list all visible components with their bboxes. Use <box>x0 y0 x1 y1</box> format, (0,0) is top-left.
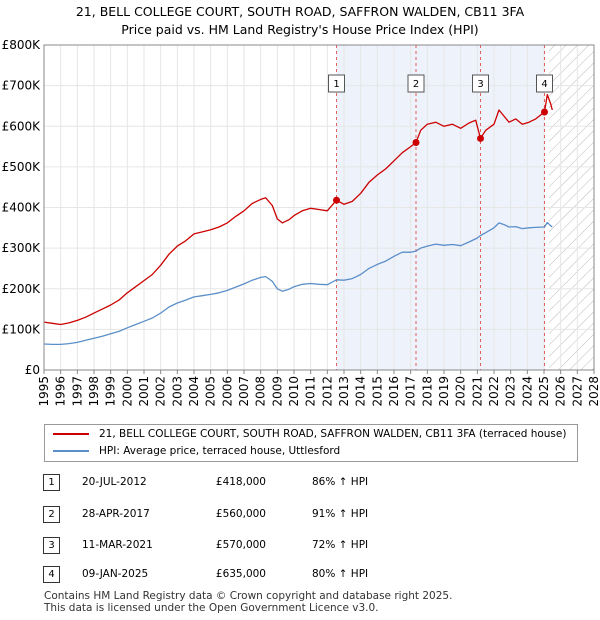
x-tick-label: 1995 <box>37 376 51 407</box>
sale-marker <box>333 196 340 204</box>
chart-subtitle: Price paid vs. HM Land Registry's House … <box>121 22 479 37</box>
sale-label-box <box>472 74 489 93</box>
footer-licence: This data is licensed under the Open Gov… <box>44 602 379 614</box>
x-tick-label: 2012 <box>320 376 334 407</box>
x-tick-label: 2026 <box>554 376 568 407</box>
x-tick-label: 2001 <box>137 376 151 407</box>
footer-copyright: Contains HM Land Registry data © Crown c… <box>44 590 453 602</box>
y-tick-label: £500K <box>2 160 42 174</box>
sale-date: 09-JAN-2025 <box>82 568 149 580</box>
sale-hpi-change: 72% ↑ HPI <box>312 539 369 551</box>
sale-label-box <box>328 74 345 93</box>
sale-label-text: 2 <box>413 79 419 90</box>
x-tick-label: 2024 <box>520 376 534 407</box>
price-chart: 1 2 3 4 £0 £100K £200K £300K £400K £500K £600K £700… <box>2 38 600 407</box>
x-tick-label: 1997 <box>70 376 84 407</box>
x-tick-label: 2017 <box>404 376 418 407</box>
sale-price: £418,000 <box>215 476 266 488</box>
sale-marker <box>412 139 420 146</box>
x-tick-label: 2013 <box>337 376 351 407</box>
sale-date: 11-MAR-2021 <box>82 539 153 551</box>
x-tick-label: 2011 <box>304 376 318 407</box>
sale-number-badge: 3 <box>43 537 60 554</box>
y-tick-label: £300K <box>2 241 42 255</box>
x-tick-label: 2009 <box>270 376 284 407</box>
x-tick-label: 2008 <box>254 376 268 407</box>
x-tick-label: 2000 <box>120 376 134 407</box>
x-tick-label: 2027 <box>570 376 584 407</box>
y-tick-label: £0 <box>25 363 40 377</box>
x-tick-label: 2022 <box>487 376 501 407</box>
y-tick-label: £100K <box>2 322 42 336</box>
x-tick-label: 2010 <box>287 376 301 407</box>
x-tick-label: 2015 <box>370 376 384 407</box>
sale-number-badge: 2 <box>43 506 60 523</box>
y-tick-label: £200K <box>2 282 42 296</box>
sale-row: 3 11-MAR-2021 £570,000 72% ↑ HPI <box>0 537 600 557</box>
x-tick-label: 2025 <box>537 376 551 407</box>
x-tick-label: 2023 <box>504 376 518 407</box>
sale-label-text: 3 <box>477 79 483 90</box>
sale-hpi-change: 86% ↑ HPI <box>312 476 369 488</box>
sale-label-text: 4 <box>541 79 547 90</box>
y-tick-label: £600K <box>2 119 42 133</box>
x-tick-label: 1999 <box>104 376 118 407</box>
sale-hpi-change: 80% ↑ HPI <box>312 568 369 580</box>
sale-price: £570,000 <box>215 539 266 551</box>
sale-date: 28-APR-2017 <box>82 508 150 520</box>
chart-legend: 21, BELL COLLEGE COURT, SOUTH ROAD, SAFF… <box>44 424 578 462</box>
y-tick-label: £700K <box>2 79 42 93</box>
sale-row: 4 09-JAN-2025 £635,000 80% ↑ HPI <box>0 566 600 586</box>
x-tick-label: 2028 <box>587 376 600 407</box>
x-tick-label: 1998 <box>87 376 101 407</box>
sale-label-box <box>407 74 425 93</box>
sale-marker <box>477 134 484 142</box>
sale-row: 2 28-APR-2017 £560,000 91% ↑ HPI <box>0 506 600 526</box>
legend-item-hpi: HPI: Average price, terraced house, Uttl… <box>53 445 340 463</box>
x-tick-label: 2004 <box>187 376 201 407</box>
x-tick-label: 2020 <box>454 376 468 407</box>
x-tick-label: 2019 <box>437 376 451 407</box>
x-tick-label: 2014 <box>354 376 368 407</box>
x-tick-label: 2005 <box>204 376 218 407</box>
sale-row: 1 20-JUL-2012 £418,000 86% ↑ HPI <box>0 474 600 494</box>
x-tick-label: 2016 <box>387 376 401 407</box>
legend-item-property: 21, BELL COLLEGE COURT, SOUTH ROAD, SAFF… <box>53 428 566 446</box>
x-tick-label: 1996 <box>54 376 68 407</box>
x-tick-label: 2002 <box>154 376 168 407</box>
sale-price: £560,000 <box>215 508 266 520</box>
legend-swatch-property <box>53 433 89 435</box>
sale-marker <box>541 108 548 116</box>
legend-label-hpi: HPI: Average price, terraced house, Uttl… <box>99 445 341 457</box>
x-tick-label: 2006 <box>220 376 234 407</box>
y-tick-label: £800K <box>2 38 42 52</box>
legend-label-property: 21, BELL COLLEGE COURT, SOUTH ROAD, SAFF… <box>99 428 567 440</box>
sale-label-text: 1 <box>333 79 339 90</box>
hpi-line <box>43 221 553 346</box>
property-price-line <box>43 93 553 326</box>
sale-price: £635,000 <box>215 568 266 580</box>
chart-title: 21, BELL COLLEGE COURT, SOUTH ROAD, SAFF… <box>75 4 525 19</box>
sale-label-box <box>536 74 553 93</box>
legend-swatch-hpi <box>53 450 89 452</box>
sale-date: 20-JUL-2012 <box>82 476 147 488</box>
x-tick-label: 2007 <box>237 376 251 407</box>
footer-attribution: Contains HM Land Registry data © Crown c… <box>44 590 452 614</box>
x-tick-label: 2021 <box>470 376 484 407</box>
y-tick-label: £400K <box>2 201 42 215</box>
sale-number-badge: 1 <box>43 474 60 491</box>
sale-hpi-change: 91% ↑ HPI <box>312 508 369 520</box>
x-tick-label: 2018 <box>420 376 434 407</box>
sale-number-badge: 4 <box>43 566 60 583</box>
x-tick-label: 2003 <box>170 376 184 407</box>
plot-frame <box>43 44 595 371</box>
